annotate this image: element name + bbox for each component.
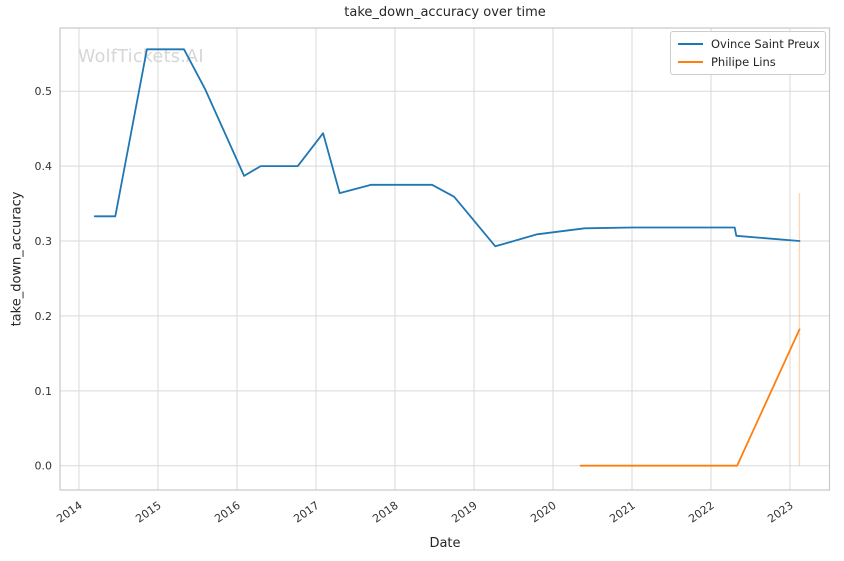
y-tick-label-0.4: 0.4: [35, 160, 53, 173]
y-tick-label-0.2: 0.2: [35, 310, 53, 323]
x-tick-label-2019: 2019: [449, 499, 479, 526]
plot-border: [59, 27, 831, 491]
x-axis-label: Date: [429, 536, 461, 551]
x-tick-label-2014: 2014: [54, 499, 84, 526]
x-tick-label-2023: 2023: [765, 499, 795, 526]
legend-line-swatch: [678, 43, 703, 46]
y-tick-label-0.3: 0.3: [35, 235, 53, 248]
x-tick-label-2016: 2016: [212, 499, 242, 526]
legend-label: Ovince Saint Preux: [711, 37, 820, 52]
series-line-philipe-lins: [579, 328, 801, 467]
y-tick-label-0.0: 0.0: [35, 460, 53, 473]
x-tick-label-2015: 2015: [133, 499, 163, 526]
y-axis-label: take_down_accuracy: [9, 191, 25, 327]
x-tick-label-2022: 2022: [686, 499, 716, 526]
legend-entry: Philipe Lins: [678, 55, 819, 69]
legend-label: Philipe Lins: [711, 54, 776, 69]
x-tick-label-2018: 2018: [370, 499, 400, 526]
x-tick-label-2021: 2021: [607, 499, 637, 526]
legend: Ovince Saint Preux Philipe Lins: [670, 31, 826, 75]
watermark-text: WolfTickets.AI: [78, 47, 204, 67]
legend-entry: Ovince Saint Preux: [678, 37, 820, 52]
y-tick-label-0.1: 0.1: [35, 385, 53, 398]
series-line-ovince-saint-preux: [93, 48, 801, 248]
legend-line-swatch: [678, 60, 703, 63]
y-tick-label-0.5: 0.5: [35, 85, 53, 98]
x-tick-label-2020: 2020: [528, 499, 558, 526]
chart-title: take_down_accuracy over time: [344, 5, 546, 20]
x-tick-label-2017: 2017: [291, 499, 321, 526]
